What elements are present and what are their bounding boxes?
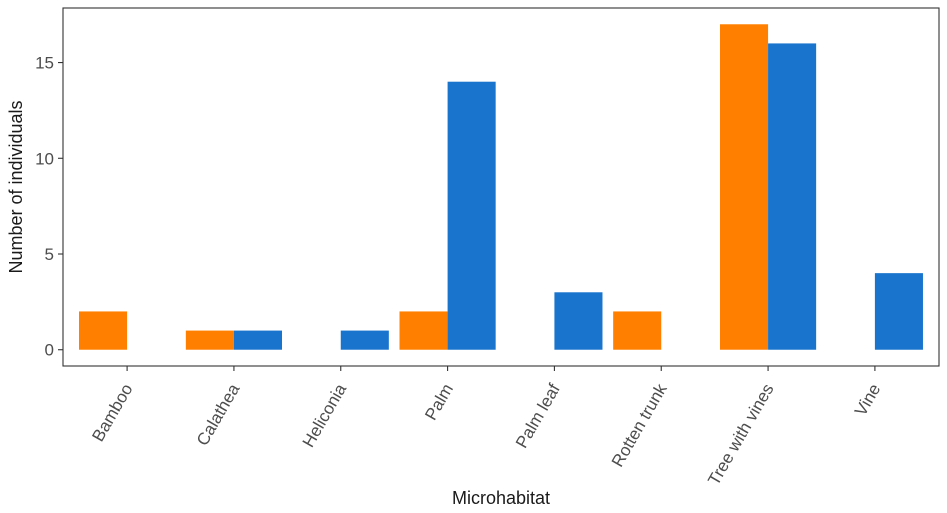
y-axis: 0 5 10 15 [35, 54, 63, 360]
y-tick-label: 15 [35, 54, 54, 73]
x-tick-label: Bamboo [88, 381, 136, 445]
bar-rotten-trunk-series-1 [613, 311, 662, 350]
x-tick-label: Palm [421, 381, 457, 424]
x-axis-title: Microhabitat [452, 488, 550, 508]
bar-palm-leaf-series-2 [554, 292, 603, 350]
y-tick-label: 0 [45, 341, 54, 360]
bars-layer [79, 24, 923, 350]
x-axis: Bamboo Calathea Heliconia Palm Palm leaf Rott… [88, 366, 884, 488]
bar-vine-series-2 [874, 273, 923, 350]
bar-tree-with-vines-series-2 [768, 43, 817, 350]
y-tick-label: 5 [45, 245, 54, 264]
y-tick-label: 10 [35, 149, 54, 168]
x-tick-label: Palm leaf [512, 380, 564, 451]
bar-heliconia-series-2 [340, 330, 389, 350]
x-tick-label: Tree with vines [704, 381, 777, 489]
bar-calathea-series-2 [233, 330, 282, 350]
bar-calathea-series-1 [185, 330, 234, 350]
bar-palm-series-2 [447, 81, 496, 350]
x-tick-label: Rotten trunk [608, 380, 671, 470]
bar-palm-series-1 [399, 311, 448, 350]
bar-tree-with-vines-series-1 [720, 24, 769, 350]
plot-panel-border [62, 7, 940, 367]
y-axis-title: Number of individuals [6, 100, 26, 273]
x-tick-label: Vine [851, 381, 884, 420]
x-tick-label: Heliconia [299, 380, 351, 451]
bar-bamboo-series-1 [79, 311, 128, 350]
x-tick-label: Calathea [193, 380, 244, 449]
